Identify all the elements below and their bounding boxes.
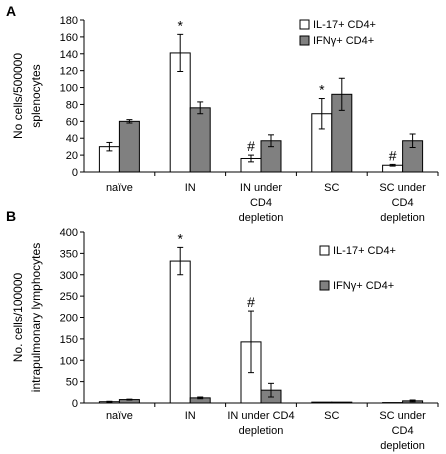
bar [311,401,333,404]
y-tick-label: 60 [66,116,78,128]
significance-marker: # [247,294,255,310]
y-tick-label: 140 [60,49,78,61]
significance-marker: # [389,147,397,163]
y-tick-label: 300 [60,270,78,282]
y-tick-label: 100 [60,355,78,367]
y-tick-label: 0 [72,398,78,410]
y-tick-label: 100 [60,83,78,95]
y-tick-label: 350 [60,248,78,260]
y-tick-label: 250 [60,291,78,303]
legend-swatch [299,19,310,30]
panel-letter: A [6,3,16,19]
x-tick-label: depletion [239,212,284,224]
x-tick-label: SC under [379,182,426,194]
legend-swatch [319,280,330,291]
legend-label: IL-17+ CD4+ [333,245,396,257]
x-tick-label: SC [324,410,339,422]
x-tick-label: naïve [106,182,133,194]
bar [118,120,140,173]
bar [331,401,353,404]
bar [189,107,211,173]
y-tick-label: 180 [60,15,78,27]
chart-panel-A: A 0 20 40 60 80 100 120 140 160 180 No cells/500000… [6,3,439,224]
chart-panel-B: B 0 50 100 150 200 250 300 350 400 No. cells/10000… [6,208,439,452]
x-tick-label: depletion [239,425,284,437]
x-tick-label: SC [324,182,339,194]
x-tick-label: IN [185,410,196,422]
y-axis-label: intrapulmonary lymphocytes [29,243,43,392]
y-tick-label: 160 [60,32,78,44]
y-axis-label: No. cells/100000 [11,272,25,362]
legend-label: IL-17+ CD4+ [313,19,376,31]
legend-label: IFNγ+ CD4+ [333,280,394,292]
x-tick-label: depletion [380,212,425,224]
x-tick-label: IN under [240,182,283,194]
x-tick-label: CD4 [250,197,272,209]
legend-label: IFNγ+ CD4+ [313,35,374,47]
x-tick-label: SC under [379,410,426,422]
significance-marker: * [177,230,183,246]
legend-swatch [319,245,330,256]
y-tick-label: 120 [60,66,78,78]
y-tick-label: 150 [60,334,78,346]
x-tick-label: CD4 [392,197,414,209]
x-tick-label: IN under CD4 [227,410,294,422]
x-tick-label: CD4 [392,425,414,437]
y-tick-label: 0 [72,167,78,179]
panel-letter: B [6,208,16,224]
legend-swatch [299,35,310,46]
y-tick-label: 80 [66,99,78,111]
y-tick-label: 200 [60,313,78,325]
significance-marker: # [247,138,255,154]
significance-marker: * [177,17,183,33]
y-tick-label: 400 [60,227,78,239]
y-axis-label: No cells/500000 [11,53,25,139]
y-tick-label: 20 [66,150,78,162]
y-tick-label: 40 [66,133,78,145]
x-tick-label: depletion [380,440,425,452]
x-tick-label: naïve [106,410,133,422]
y-tick-label: 50 [66,377,78,389]
y-axis-label: splenocytes [29,64,43,127]
bar [169,260,191,404]
significance-marker: * [319,82,325,98]
x-tick-label: IN [185,182,196,194]
